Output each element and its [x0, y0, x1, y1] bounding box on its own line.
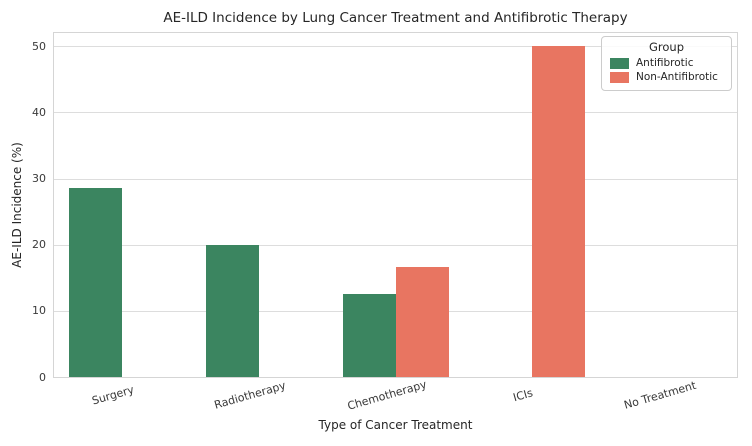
- legend-item: Non-Antifibrotic: [610, 71, 723, 83]
- bar-antifibrotic-surgery: [69, 188, 123, 377]
- y-tick-label: 10: [32, 304, 46, 318]
- x-tick-label: ICIs: [511, 386, 535, 405]
- legend-item: Antifibrotic: [610, 57, 723, 69]
- gridline: [54, 244, 737, 246]
- x-tick-label: Chemotherapy: [345, 377, 428, 413]
- y-tick-label: 30: [32, 172, 46, 186]
- x-tick-label: Surgery: [90, 383, 136, 408]
- y-tick-label: 20: [32, 238, 46, 252]
- bar-non-antifibrotic-icis: [532, 46, 586, 377]
- x-tick-label: Radiotherapy: [212, 378, 288, 412]
- bar-non-antifibrotic-chemotherapy: [395, 266, 449, 377]
- legend: Group Antifibrotic Non-Antifibrotic: [601, 36, 732, 91]
- legend-swatch-antifibrotic: [610, 57, 629, 69]
- legend-label: Non-Antifibrotic: [636, 71, 718, 83]
- y-tick-label: 40: [32, 105, 46, 119]
- bar-antifibrotic-chemotherapy: [342, 294, 396, 377]
- x-axis-label: Type of Cancer Treatment: [318, 418, 473, 432]
- bar-antifibrotic-radiotherapy: [205, 244, 259, 377]
- legend-title: Group: [648, 40, 684, 54]
- chart-title: AE-ILD Incidence by Lung Cancer Treatmen…: [163, 10, 628, 26]
- gridline: [54, 178, 737, 180]
- y-tick-label: 50: [32, 39, 46, 53]
- x-tick-label: No Treatment: [622, 378, 698, 412]
- gridline: [54, 46, 737, 48]
- legend-swatch-non-antifibrotic: [610, 71, 629, 83]
- gridline: [54, 112, 737, 114]
- y-tick-label: 0: [39, 370, 46, 384]
- legend-label: Antifibrotic: [636, 57, 694, 69]
